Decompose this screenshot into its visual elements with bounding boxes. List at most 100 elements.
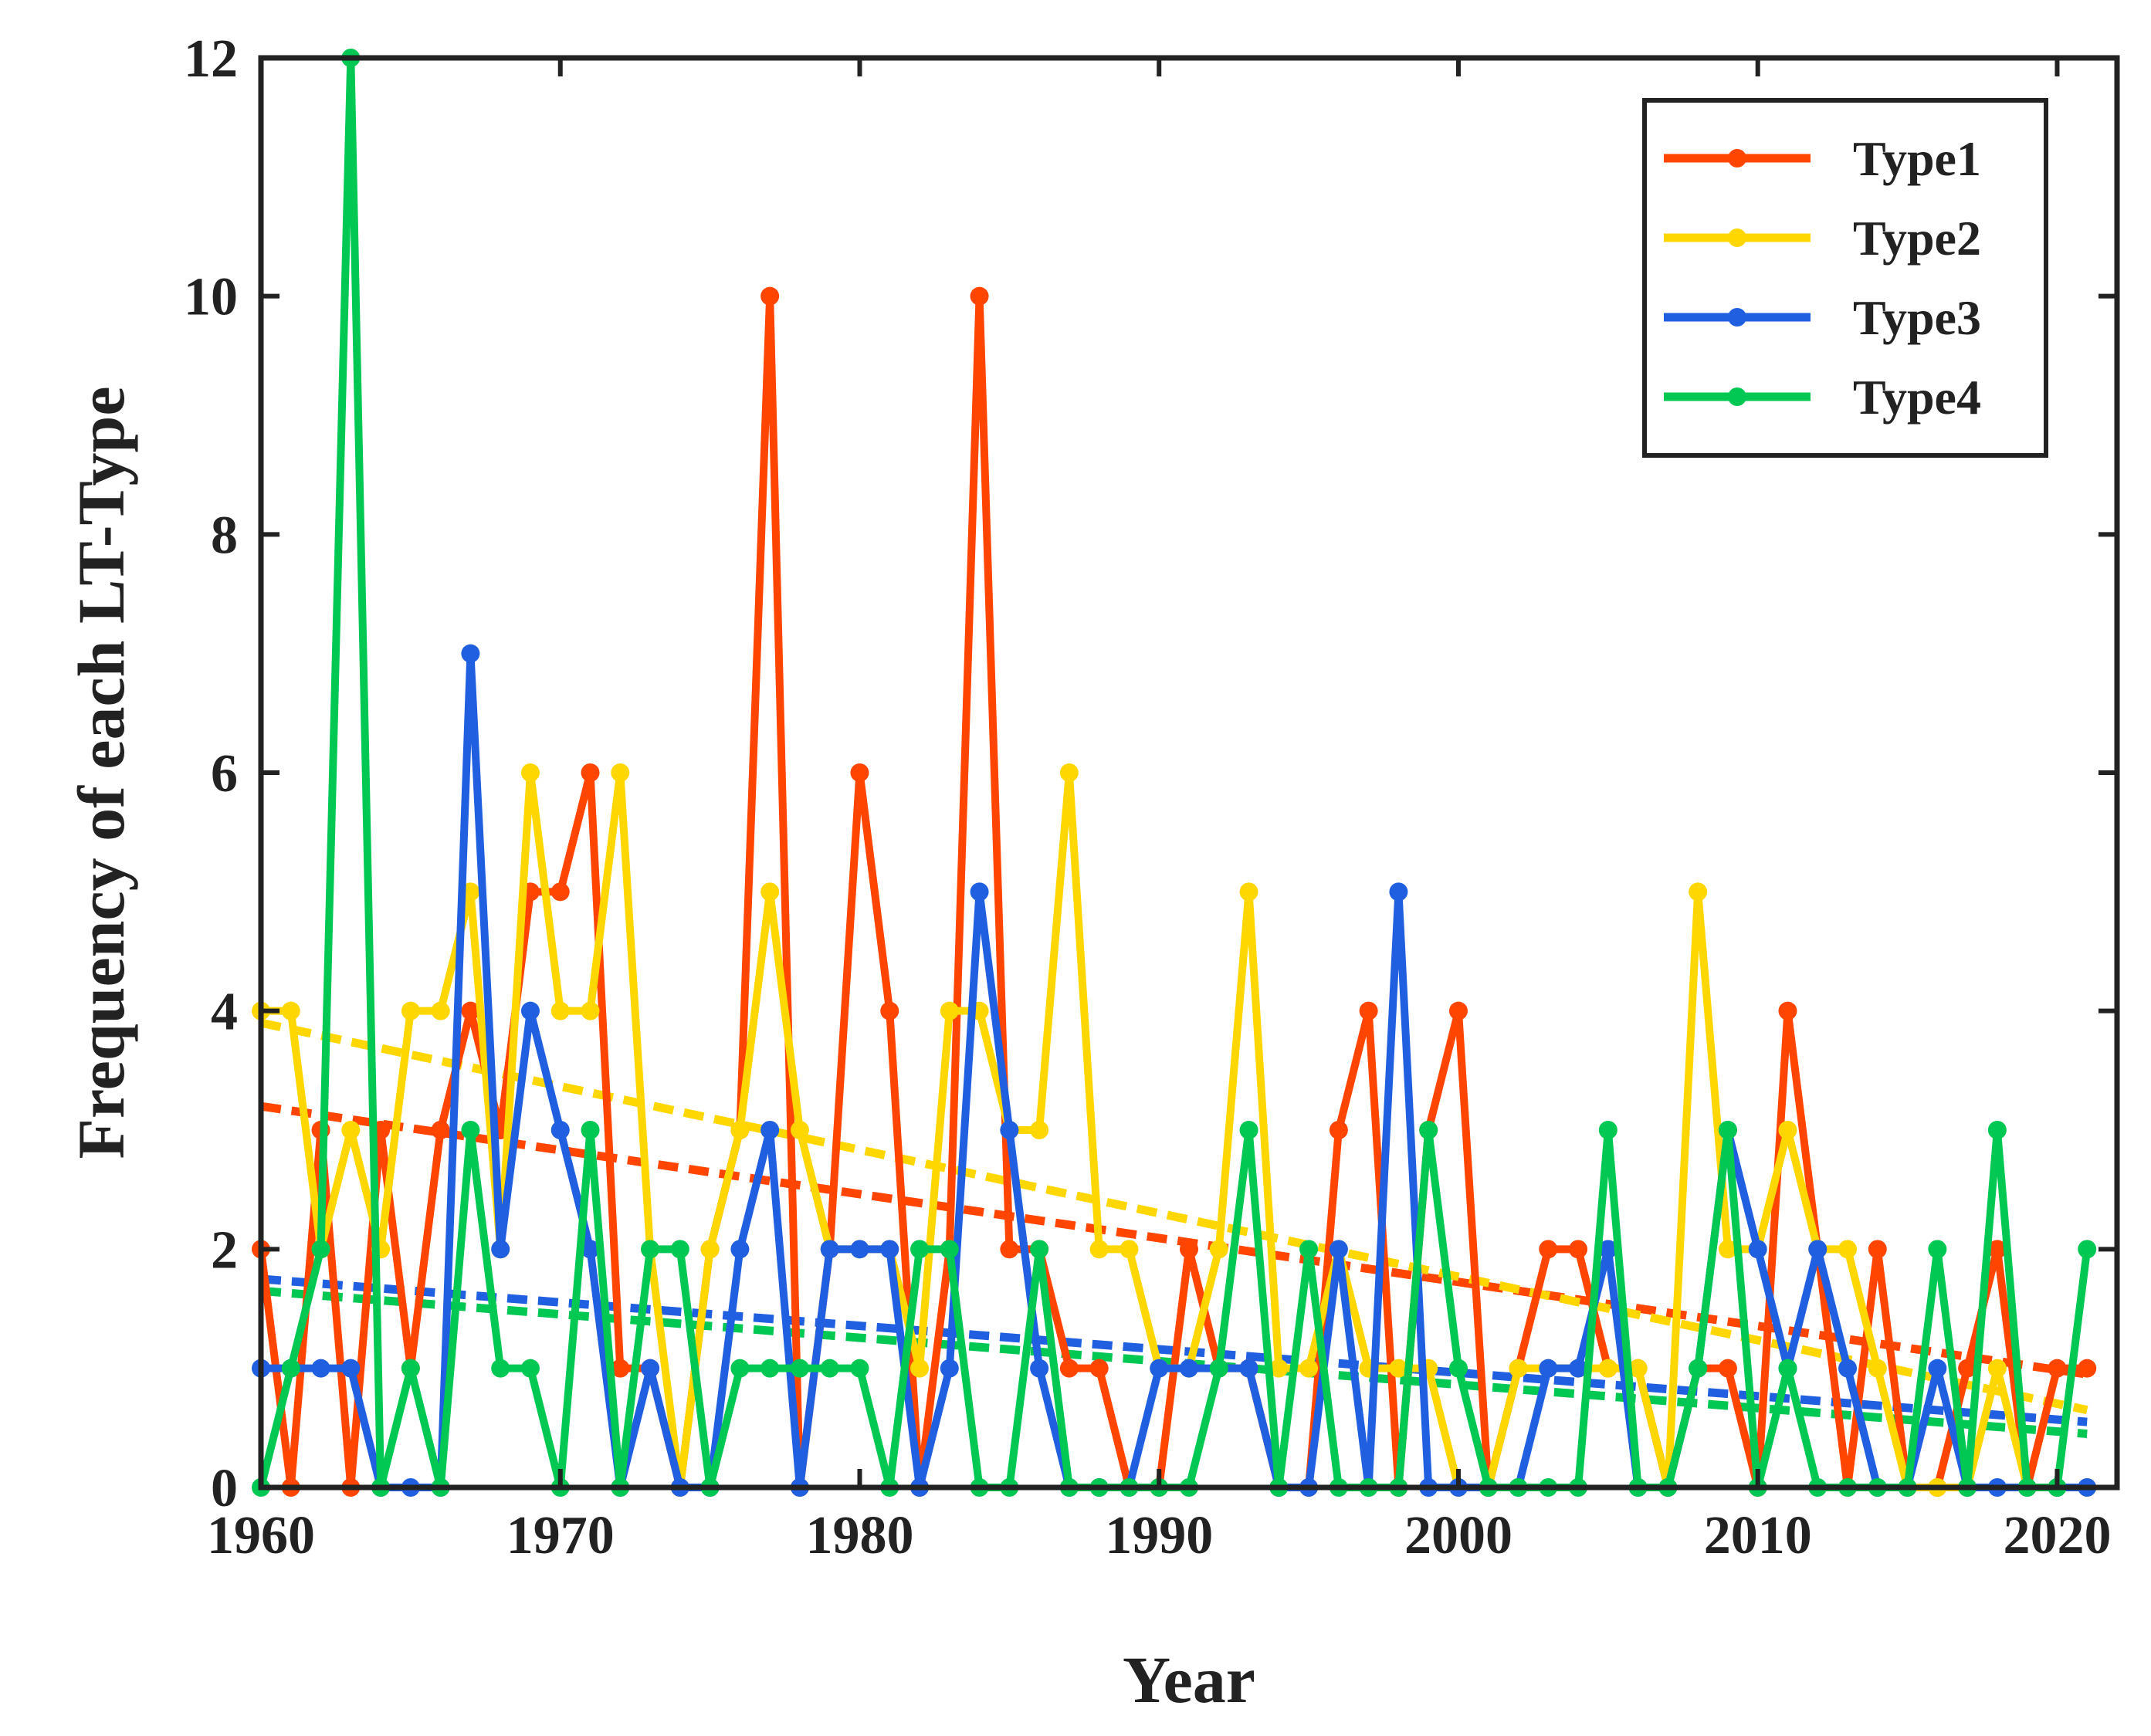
data-point-type3 [970,882,989,902]
y-tick-label: 2 [211,1220,238,1280]
data-point-type3 [820,1240,839,1259]
data-point-type1 [1778,1001,1797,1020]
legend-item-type3: Type3 [1664,290,1981,345]
data-point-type4 [1448,1359,1468,1378]
data-point-type1 [1569,1240,1588,1259]
x-tick-label: 1980 [805,1506,913,1565]
data-point-type3 [1389,882,1408,902]
data-point-type4 [491,1359,510,1378]
data-point-type2 [581,1001,600,1020]
data-point-type1 [1000,1240,1019,1259]
legend-marker [1728,387,1746,406]
data-point-type1 [1329,1121,1348,1139]
legend-label: Type1 [1853,131,1981,186]
data-point-type4 [1030,1240,1049,1259]
data-point-type2 [1120,1240,1139,1259]
x-tick-label: 2020 [2003,1506,2111,1565]
data-point-type2 [1689,882,1708,902]
data-point-type2 [700,1240,720,1259]
data-point-type4 [311,1240,330,1259]
data-point-type3 [1539,1359,1558,1378]
data-point-type3 [940,1359,959,1378]
data-point-type1 [1718,1359,1737,1378]
data-point-type4 [670,1240,689,1259]
data-point-type1 [760,286,780,306]
y-axis-label: Frequency of each LT-Type [64,386,138,1159]
data-point-type3 [1748,1240,1767,1259]
data-point-type3 [1569,1359,1588,1378]
x-tick-label: 1970 [506,1506,615,1565]
data-point-type2 [1059,763,1079,782]
data-point-type2 [1868,1359,1887,1378]
legend-marker [1728,149,1746,168]
data-point-type2 [1030,1121,1049,1139]
legend: Type1 Type2 Type3 Type4 [1642,98,2048,458]
y-tick-label: 0 [211,1459,238,1518]
data-point-type4 [790,1359,809,1378]
data-point-type3 [1838,1359,1858,1378]
data-point-type2 [1778,1121,1797,1139]
data-point-type3 [341,1359,361,1378]
y-tick-label: 4 [211,983,238,1042]
data-point-type4 [1419,1121,1438,1139]
x-tick-label: 1960 [207,1506,315,1565]
legend-item-type4: Type4 [1664,370,1981,425]
data-point-type3 [550,1121,570,1139]
data-point-type3 [311,1359,330,1378]
y-tick-label: 6 [211,744,238,804]
data-point-type3 [880,1240,899,1259]
data-point-type4 [1928,1240,1947,1259]
data-point-type3 [520,1001,540,1020]
x-tick-label: 1990 [1105,1506,1213,1565]
data-point-type4 [2078,1240,2097,1259]
data-point-type3 [1150,1359,1169,1378]
data-point-type4 [281,1359,300,1378]
data-point-type1 [1359,1001,1378,1020]
data-point-type3 [1000,1121,1019,1139]
data-point-type1 [1180,1240,1198,1259]
data-point-type2 [940,1001,959,1020]
data-point-type2 [1239,882,1258,902]
data-point-type1 [611,1359,630,1378]
data-point-type1 [1539,1240,1558,1259]
data-point-type3 [1808,1240,1828,1259]
data-point-type4 [1299,1240,1319,1259]
data-point-type1 [880,1001,899,1020]
data-point-type3 [581,1240,600,1259]
data-point-type1 [1958,1359,1977,1378]
data-point-type2 [401,1001,420,1020]
data-point-type4 [520,1359,540,1378]
data-point-type2 [281,1001,300,1020]
data-point-type3 [491,1240,510,1259]
data-point-type1 [2078,1359,2097,1378]
data-point-type4 [401,1359,420,1378]
data-point-type4 [940,1240,959,1259]
data-point-type2 [431,1001,450,1020]
data-point-type2 [1987,1359,2007,1378]
data-point-type2 [1509,1359,1528,1378]
data-point-type3 [1030,1359,1049,1378]
data-point-type3 [1598,1240,1617,1259]
series-line-type3 [261,649,2088,1491]
legend-label: Type2 [1853,211,1981,266]
legend-label: Type3 [1853,290,1981,345]
data-point-type4 [581,1121,600,1139]
x-tick-label: 2010 [1704,1506,1812,1565]
data-point-type4 [820,1359,839,1378]
data-point-type1 [431,1121,450,1139]
data-point-type3 [461,644,480,663]
data-point-type4 [1239,1121,1258,1139]
x-axis-label: Year [1123,1643,1255,1717]
data-point-type3 [1239,1359,1258,1378]
data-point-type2 [1628,1359,1648,1378]
data-point-type4 [1598,1121,1617,1139]
data-point-type3 [1180,1359,1198,1378]
axis-ticks: 1960 1970 1980 1990 2000 2010 2020 0 2 4 6 8 10 12 [184,29,2117,1565]
data-point-type1 [1987,1240,2007,1259]
data-point-type1 [2048,1359,2067,1378]
legend-box [1642,98,2048,458]
data-point-type2 [790,1121,809,1139]
data-point-type2 [550,1001,570,1020]
data-point-type2 [1269,1359,1289,1378]
